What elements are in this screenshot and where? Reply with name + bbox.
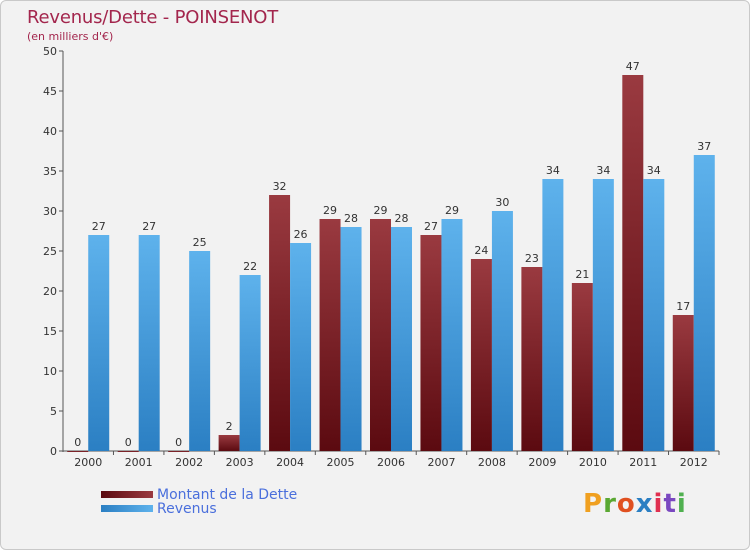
x-tick-label: 2006 [377, 456, 405, 469]
bar-revenus [239, 275, 261, 451]
x-tick-label: 2008 [478, 456, 506, 469]
data-label-dette: 23 [525, 252, 539, 265]
bar-revenus [693, 155, 715, 451]
bar-revenus [643, 179, 665, 451]
bar-dette [571, 283, 593, 451]
bar-dette [269, 195, 291, 451]
logo-letter: i [653, 489, 664, 519]
bar-revenus [340, 227, 362, 451]
bar-dette [672, 315, 694, 451]
bar-revenus [592, 179, 614, 451]
y-tick-label: 25 [43, 245, 57, 258]
legend-label-dette: Montant de la Dette [157, 487, 298, 503]
data-label-dette: 0 [175, 436, 182, 449]
bar-dette [117, 451, 139, 452]
data-labels: 0270270252223226292829282729243023342134… [74, 60, 711, 449]
data-label-dette: 29 [323, 204, 337, 217]
bar-dette [420, 235, 442, 451]
legend-swatch-dette [101, 491, 153, 498]
data-label-revenus: 27 [92, 220, 106, 233]
legend-swatch-revenus [101, 505, 153, 512]
bar-revenus [542, 179, 564, 451]
data-label-dette: 47 [626, 60, 640, 73]
bar-revenus [391, 227, 412, 451]
bar-revenus [138, 235, 160, 451]
y-tick-label: 40 [43, 125, 57, 138]
legend-label-revenus: Revenus [157, 501, 217, 517]
data-label-dette: 32 [273, 180, 287, 193]
bar-dette [470, 259, 492, 451]
y-tick-label: 0 [50, 445, 57, 458]
y-tick-label: 20 [43, 285, 57, 298]
x-tick-label: 2012 [680, 456, 708, 469]
data-label-revenus: 34 [647, 164, 661, 177]
x-tick-label: 2011 [629, 456, 657, 469]
bar-dette [370, 219, 391, 451]
data-label-revenus: 28 [344, 212, 358, 225]
bar-revenus [189, 251, 211, 451]
data-label-revenus: 28 [395, 212, 409, 225]
chart-subtitle: (en milliers d'€) [27, 30, 114, 43]
y-tick-label: 35 [43, 165, 57, 178]
data-label-dette: 21 [575, 268, 589, 281]
data-label-revenus: 27 [142, 220, 156, 233]
data-label-dette: 24 [474, 244, 488, 257]
chart-title: Revenus/Dette - POINSENOT [27, 7, 279, 28]
x-tick-label: 2004 [276, 456, 304, 469]
proxiti-logo: Proxiti [583, 489, 687, 519]
bar-revenus [441, 219, 463, 451]
logo-letter: o [616, 489, 636, 519]
y-tick-label: 45 [43, 85, 57, 98]
y-tick-label: 15 [43, 325, 57, 338]
bars [67, 75, 715, 452]
logo-letter: P [583, 489, 604, 519]
x-tick-label: 2009 [528, 456, 556, 469]
x-tick-label: 2005 [327, 456, 355, 469]
data-label-revenus: 37 [697, 140, 711, 153]
bar-dette [521, 267, 543, 451]
data-label-revenus: 34 [596, 164, 610, 177]
logo-letter: x [635, 489, 654, 519]
bar-revenus [491, 211, 513, 451]
x-tick-label: 2000 [74, 456, 102, 469]
y-tick-label: 5 [50, 405, 57, 418]
data-label-revenus: 30 [495, 196, 509, 209]
data-label-revenus: 25 [193, 236, 207, 249]
bar-dette [319, 219, 341, 451]
bar-dette [622, 75, 644, 451]
data-label-dette: 29 [374, 204, 388, 217]
logo-letter: t [663, 489, 677, 519]
x-tick-label: 2003 [226, 456, 254, 469]
bar-revenus [290, 243, 312, 451]
x-tick-label: 2010 [579, 456, 607, 469]
y-tick-label: 30 [43, 205, 57, 218]
bar-dette [168, 451, 190, 452]
data-label-revenus: 34 [546, 164, 560, 177]
x-tick-label: 2007 [427, 456, 455, 469]
data-label-revenus: 22 [243, 260, 257, 273]
data-label-dette: 0 [74, 436, 81, 449]
data-label-dette: 0 [125, 436, 132, 449]
data-label-dette: 2 [226, 420, 233, 433]
x-tick-label: 2002 [175, 456, 203, 469]
data-label-revenus: 26 [294, 228, 308, 241]
bar-revenus [88, 235, 110, 451]
data-label-dette: 27 [424, 220, 438, 233]
bar-dette [218, 435, 240, 451]
data-label-dette: 17 [676, 300, 690, 313]
bar-dette [67, 451, 89, 452]
logo-letter: i [676, 489, 687, 519]
data-label-revenus: 29 [445, 204, 459, 217]
y-tick-label: 50 [43, 45, 57, 58]
x-tick-label: 2001 [125, 456, 153, 469]
logo-letter: r [603, 489, 617, 519]
y-tick-label: 10 [43, 365, 57, 378]
